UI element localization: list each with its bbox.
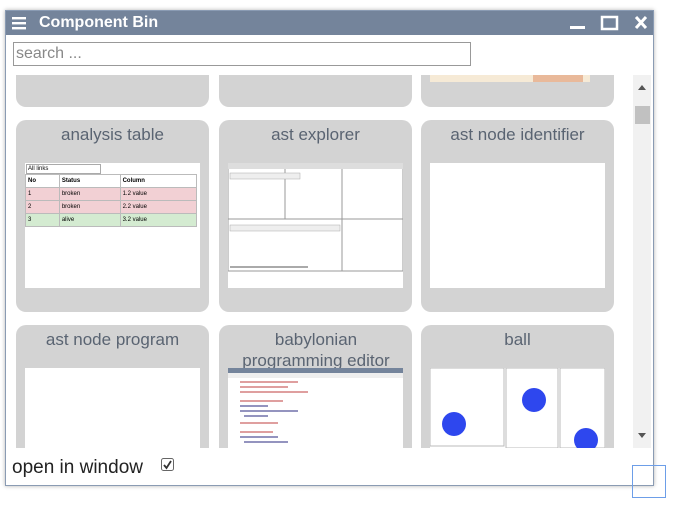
thumbnail: All links No Status Column 1 broken 1.2 valu… [25, 163, 200, 288]
footer-label: open in window [12, 457, 143, 478]
td: 3.2 value [119, 213, 198, 227]
thumbnail [228, 163, 403, 288]
thumbnail [228, 368, 403, 448]
td: alive [58, 213, 121, 227]
preview-table: No Status Column 1 broken 1.2 value 2 broken 2… [25, 174, 198, 227]
filter-select: All links [26, 164, 101, 174]
card-title: ast node identifier [450, 125, 585, 144]
card[interactable] [421, 75, 614, 107]
th: Status [58, 174, 121, 188]
editor-preview [228, 368, 403, 443]
card[interactable]: ast node program [16, 325, 209, 448]
card-title: analysis table [60, 125, 164, 144]
explorer-preview [228, 163, 403, 272]
window-controls[interactable] [568, 15, 648, 31]
search-input[interactable] [13, 42, 471, 66]
ball-preview [430, 368, 605, 448]
card-title: babylonian programming editor [242, 330, 390, 370]
td: 1.2 value [119, 187, 198, 201]
card-title: ast explorer [271, 125, 360, 144]
card-title: ball [504, 330, 531, 349]
scrollbar[interactable] [633, 75, 651, 448]
thumbnail [430, 368, 605, 448]
thumbnail [25, 368, 200, 448]
card[interactable]: analysis table All links No Status Column … [16, 120, 209, 312]
card-title: ast node program [45, 330, 180, 349]
td: 2 [25, 200, 60, 214]
window: Component Bin analysis table All links N… [5, 10, 654, 486]
td: 3 [25, 213, 60, 227]
card[interactable]: ball [421, 325, 614, 448]
card[interactable]: ast node identifier [421, 120, 614, 312]
th: No [25, 174, 60, 188]
card[interactable]: ast explorer [219, 120, 412, 312]
window-title: Component Bin [39, 14, 159, 31]
td: broken [58, 200, 121, 214]
menu-icon[interactable] [12, 16, 27, 30]
card[interactable] [219, 75, 412, 107]
card[interactable]: babylonian programming editor [219, 325, 412, 448]
card[interactable] [16, 75, 209, 107]
resize-handle[interactable] [632, 465, 666, 498]
td: 2.2 value [119, 200, 198, 214]
th: Column [119, 174, 198, 188]
td: broken [58, 187, 121, 201]
thumbnail [430, 163, 605, 288]
checkbox[interactable] [161, 458, 175, 472]
title-bar: Component Bin [6, 11, 653, 35]
td: 1 [25, 187, 60, 201]
component-list: analysis table All links No Status Column … [6, 75, 632, 448]
